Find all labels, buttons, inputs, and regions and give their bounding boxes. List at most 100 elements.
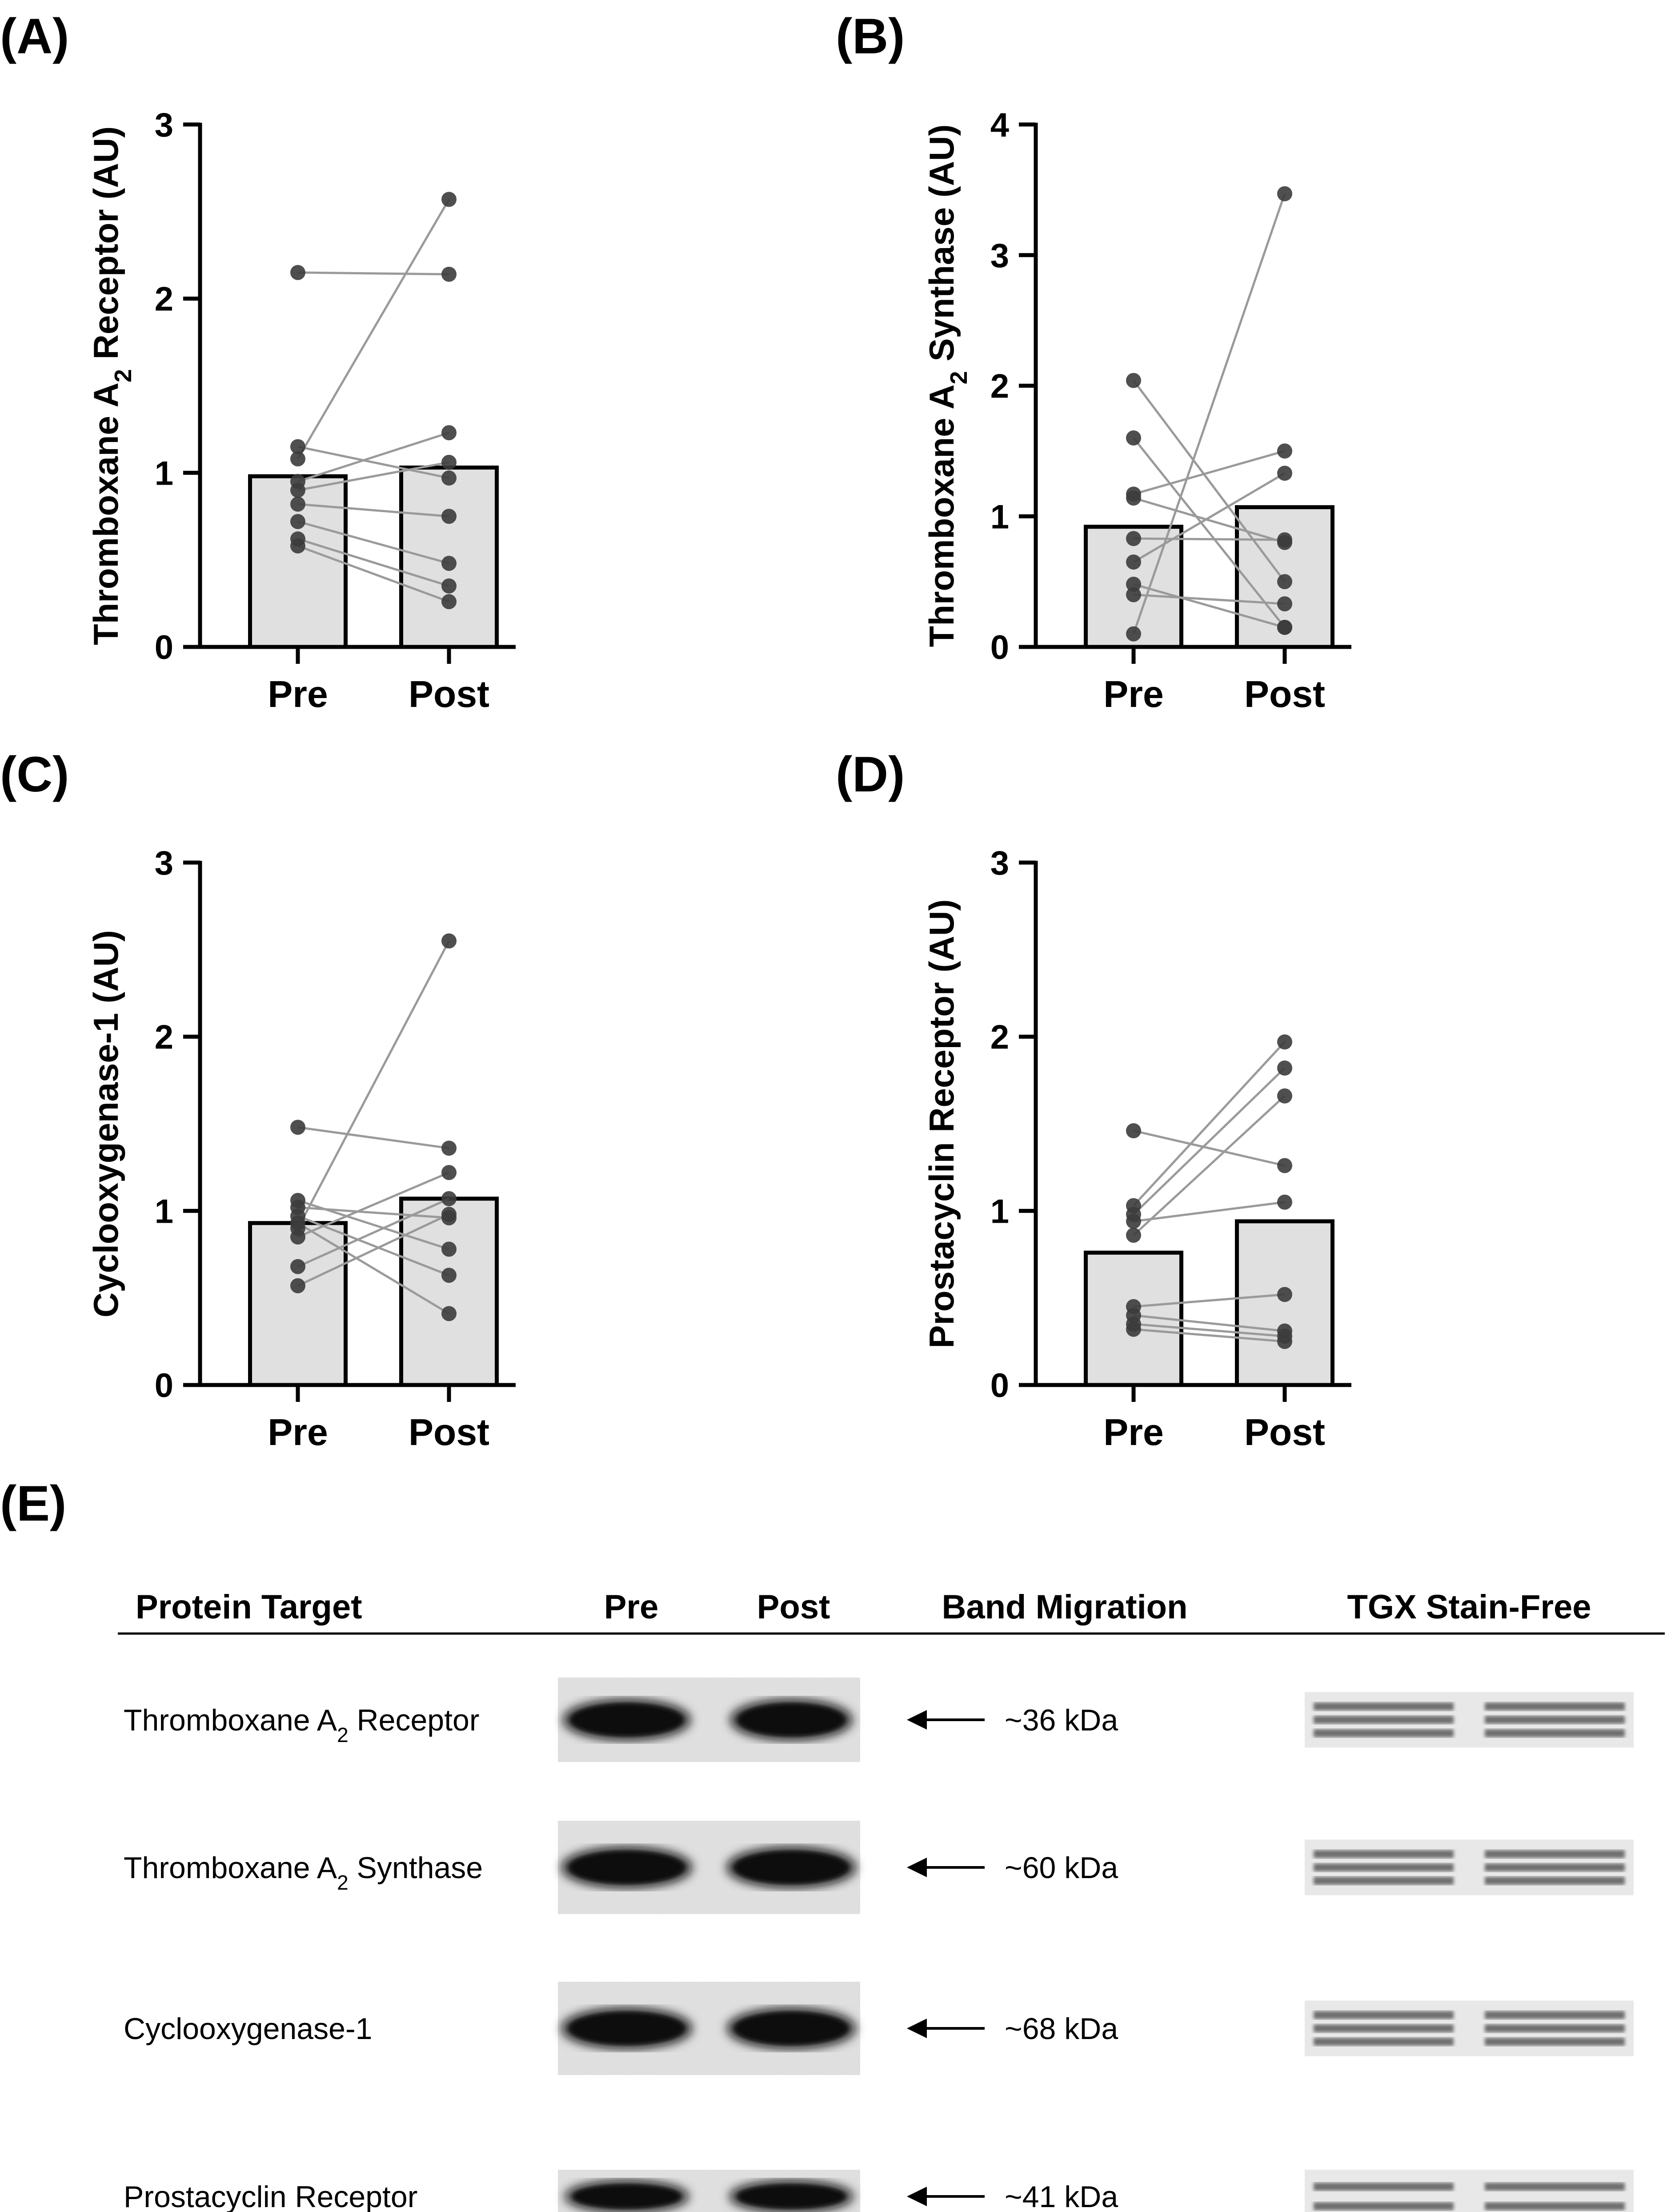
header-protein-target: Protein Target bbox=[136, 1588, 362, 1626]
data-point bbox=[1126, 626, 1141, 642]
y-tick-label: 0 bbox=[155, 1367, 173, 1405]
data-point bbox=[1126, 490, 1141, 506]
pair-line bbox=[1133, 1201, 1285, 1223]
data-point bbox=[1277, 443, 1292, 459]
data-point bbox=[441, 556, 457, 571]
data-point bbox=[441, 425, 457, 441]
pair-line bbox=[297, 503, 449, 518]
pair-line bbox=[297, 520, 449, 565]
stain-band bbox=[1485, 1863, 1625, 1871]
data-point bbox=[441, 1268, 457, 1283]
western-blot-panel: (E) Protein Target Pre Post Band Migrati… bbox=[0, 1476, 1665, 2212]
y-tick-label: 2 bbox=[990, 1019, 1009, 1056]
data-point bbox=[1126, 1228, 1141, 1243]
data-point bbox=[1126, 531, 1141, 546]
data-point bbox=[290, 514, 305, 529]
header-post: Post bbox=[757, 1588, 830, 1626]
pair-line bbox=[297, 1206, 449, 1219]
data-point bbox=[290, 1259, 305, 1274]
data-point bbox=[441, 266, 457, 282]
data-point bbox=[1277, 1060, 1292, 1076]
data-point bbox=[441, 192, 457, 207]
x-tick-label: Post bbox=[1244, 1411, 1325, 1453]
data-point bbox=[441, 1241, 457, 1257]
data-point bbox=[1126, 577, 1141, 592]
stain-band bbox=[1485, 1729, 1625, 1737]
pair-line bbox=[297, 940, 450, 1229]
data-point bbox=[1126, 554, 1141, 570]
data-point bbox=[1277, 1088, 1292, 1104]
stain-band bbox=[1485, 1877, 1625, 1885]
y-tick-label: 1 bbox=[155, 454, 173, 492]
panel-label-e: (E) bbox=[0, 1476, 66, 1531]
blot-row: Prostacyclin Receptor ~41 kDa bbox=[124, 2170, 1634, 2212]
y-tick-label: 3 bbox=[990, 844, 1009, 882]
data-point bbox=[290, 1278, 305, 1293]
pair-line bbox=[1133, 537, 1285, 541]
panel-label: (C) bbox=[0, 747, 69, 802]
stain-band bbox=[1314, 1716, 1454, 1724]
pair-line bbox=[1133, 583, 1285, 629]
band-kda-label: ~41 kDa bbox=[1005, 2180, 1118, 2212]
blot-row: Thromboxane A2 Receptor ~36 kDa bbox=[124, 1678, 1634, 1762]
data-point bbox=[441, 454, 457, 470]
y-axis-title: Thromboxane A2 Receptor (AU) bbox=[86, 126, 136, 645]
y-tick-label: 0 bbox=[155, 629, 173, 666]
stain-band bbox=[1485, 2038, 1625, 2046]
blot-target-name: Cyclooxygenase-1 bbox=[124, 2012, 372, 2046]
bar-pre bbox=[248, 1221, 348, 1387]
data-point bbox=[441, 578, 457, 594]
data-point bbox=[1277, 1287, 1292, 1302]
y-tick-label: 1 bbox=[990, 498, 1009, 536]
data-point bbox=[1126, 430, 1141, 446]
data-point bbox=[1277, 574, 1292, 590]
arrow-head bbox=[907, 1858, 927, 1877]
y-tick-label: 4 bbox=[990, 106, 1009, 144]
stain-band bbox=[1314, 2183, 1454, 2191]
y-tick-label: 3 bbox=[155, 106, 173, 144]
data-point bbox=[290, 496, 305, 512]
x-tick-label: Post bbox=[409, 1411, 489, 1453]
band-kda-label: ~36 kDa bbox=[1005, 1703, 1118, 1737]
data-point bbox=[1277, 186, 1292, 201]
data-point bbox=[1277, 619, 1292, 635]
band-core bbox=[739, 1704, 843, 1735]
data-point bbox=[290, 265, 305, 280]
pair-line bbox=[1133, 594, 1285, 605]
y-axis-title: Prostacyclin Receptor (AU) bbox=[922, 899, 961, 1349]
data-point bbox=[1277, 1158, 1292, 1173]
pair-line bbox=[1133, 437, 1286, 628]
band-core bbox=[570, 1852, 683, 1883]
panel-label: (A) bbox=[0, 8, 69, 64]
data-point bbox=[1126, 1321, 1141, 1337]
pair-line bbox=[1132, 193, 1286, 634]
blot-target-name: Thromboxane A2 Synthase bbox=[124, 1851, 483, 1894]
data-point bbox=[1126, 587, 1141, 602]
stain-band bbox=[1314, 2011, 1454, 2019]
y-tick-label: 0 bbox=[990, 629, 1009, 666]
band-kda-label: ~68 kDa bbox=[1005, 2012, 1118, 2046]
stain-band bbox=[1314, 1729, 1454, 1737]
pair-line bbox=[297, 271, 449, 276]
bar-post bbox=[399, 1196, 499, 1387]
y-tick-label: 2 bbox=[155, 281, 173, 318]
x-tick-label: Pre bbox=[268, 1411, 328, 1453]
stain-band bbox=[1314, 2202, 1454, 2210]
band-core bbox=[736, 1852, 847, 1883]
arrow-head bbox=[907, 2187, 927, 2206]
data-point bbox=[290, 482, 305, 498]
header-band-migration: Band Migration bbox=[942, 1588, 1187, 1626]
stain-band bbox=[1314, 1877, 1454, 1885]
data-point bbox=[1126, 1213, 1141, 1229]
stain-band bbox=[1314, 1863, 1454, 1871]
pair-line bbox=[1133, 1293, 1285, 1308]
pair-line bbox=[1133, 450, 1285, 495]
y-tick-label: 3 bbox=[990, 237, 1009, 275]
y-axis-title: Thromboxane A2 Synthase (AU) bbox=[922, 124, 972, 647]
band-core bbox=[570, 2013, 683, 2044]
chart-panel-b: (B) Thromboxane A2 Synthase (AU) 0 1 2 3 4 Pre P… bbox=[836, 8, 1351, 715]
blot-target-name: Thromboxane A2 Receptor bbox=[124, 1703, 479, 1746]
arrow-head bbox=[907, 1710, 927, 1730]
x-tick-label: Pre bbox=[268, 673, 328, 715]
stain-band bbox=[1485, 1850, 1625, 1858]
